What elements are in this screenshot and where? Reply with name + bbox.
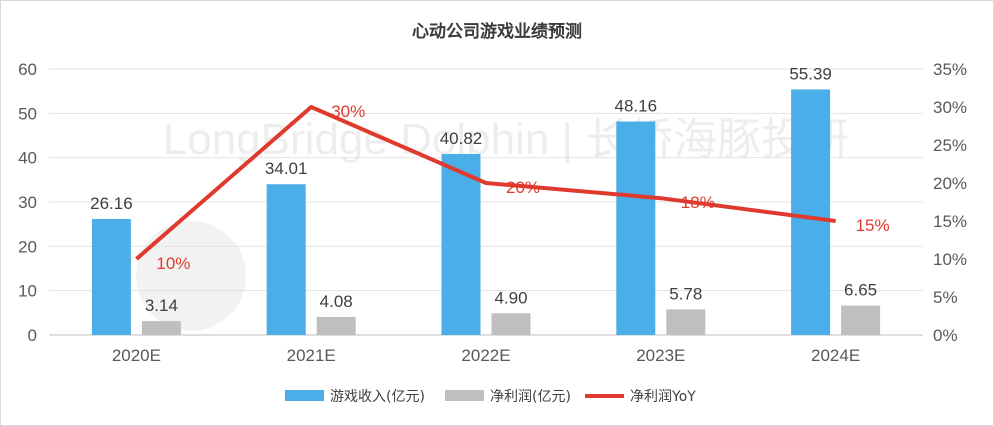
x-axis-tick: 2024E bbox=[811, 346, 860, 365]
x-axis-tick: 2020E bbox=[112, 346, 161, 365]
bar-value-label: 26.16 bbox=[90, 194, 133, 213]
yoy-value-label: 15% bbox=[856, 216, 890, 235]
bar-value-label: 34.01 bbox=[265, 159, 308, 178]
legend: 游戏收入(亿元) 净利润(亿元) 净利润YoY bbox=[285, 389, 696, 405]
legend-item: 净利润(亿元) bbox=[445, 389, 571, 405]
legend-label: 游戏收入(亿元) bbox=[330, 389, 425, 405]
gridlines bbox=[49, 68, 923, 336]
left-axis-tick: 40 bbox=[18, 149, 37, 168]
watermark: LongBridge Dolphin | 长桥海豚投研 bbox=[136, 115, 849, 331]
left-axis-tick: 0 bbox=[28, 326, 37, 345]
right-axis-tick: 30% bbox=[933, 98, 967, 117]
left-axis-tick: 60 bbox=[18, 60, 37, 79]
bar-value-label: 6.65 bbox=[844, 281, 877, 300]
bar-revenue bbox=[441, 154, 481, 335]
right-axis-tick: 15% bbox=[933, 212, 967, 231]
bar-revenue bbox=[791, 89, 831, 335]
bar-value-label: 4.08 bbox=[320, 292, 353, 311]
left-axis-tick: 30 bbox=[18, 193, 37, 212]
bar-revenue bbox=[91, 219, 131, 335]
bar-profit bbox=[841, 305, 881, 335]
left-axis-tick: 10 bbox=[18, 282, 37, 301]
right-axis-tick: 20% bbox=[933, 174, 967, 193]
watermark-logo bbox=[136, 221, 246, 331]
right-axis-tick: 10% bbox=[933, 250, 967, 269]
right-axis-tick: 0% bbox=[933, 326, 958, 345]
bars: 26.16 34.01 40.82 48.16 55.39 3.14 4.08 4.90 5.7… bbox=[90, 64, 881, 336]
legend-label: 净利润YoY bbox=[630, 389, 696, 405]
yoy-value-label: 18% bbox=[681, 193, 715, 212]
yoy-value-label: 10% bbox=[156, 254, 190, 273]
chart-title: 心动公司游戏业绩预测 bbox=[412, 21, 582, 42]
bar-value-label: 5.78 bbox=[669, 284, 702, 303]
x-axis-tick: 2022E bbox=[461, 346, 510, 365]
bar-profit bbox=[666, 309, 706, 335]
bar-value-label: 3.14 bbox=[145, 296, 178, 315]
legend-item: 净利润YoY bbox=[585, 389, 696, 405]
bar-profit bbox=[316, 316, 356, 335]
x-axis-tick: 2023E bbox=[636, 346, 685, 365]
legend-swatch bbox=[285, 390, 324, 401]
bar-value-label: 40.82 bbox=[440, 129, 483, 148]
right-axis: 0% 5% 10% 15% 20% 25% 30% 35% bbox=[933, 60, 967, 345]
bar-profit bbox=[491, 313, 531, 335]
left-axis-tick: 20 bbox=[18, 237, 37, 256]
legend-item: 游戏收入(亿元) bbox=[285, 389, 425, 405]
legend-label: 净利润(亿元) bbox=[490, 389, 571, 405]
watermark-text: LongBridge Dolphin | 长桥海豚投研 bbox=[163, 115, 849, 164]
yoy-value-label: 20% bbox=[506, 178, 540, 197]
right-axis-tick: 25% bbox=[933, 136, 967, 155]
right-axis-tick: 35% bbox=[933, 60, 967, 79]
bar-profit bbox=[141, 321, 181, 335]
legend-swatch bbox=[445, 390, 484, 401]
bar-revenue bbox=[266, 184, 306, 335]
bar-value-label: 4.90 bbox=[494, 288, 527, 307]
x-axis-tick: 2021E bbox=[287, 346, 336, 365]
yoy-line-path bbox=[135, 105, 836, 261]
left-axis: 0 10 20 30 40 50 60 bbox=[18, 60, 37, 345]
x-axis: 2020E 2021E 2022E 2023E 2024E bbox=[112, 346, 860, 365]
yoy-value-label: 30% bbox=[331, 102, 365, 121]
bar-value-label: 48.16 bbox=[615, 96, 658, 115]
left-axis-tick: 50 bbox=[18, 104, 37, 123]
bar-revenue bbox=[616, 121, 656, 336]
right-axis-tick: 5% bbox=[933, 288, 958, 307]
bar-value-label: 55.39 bbox=[789, 64, 832, 83]
yoy-line: 10% 30% 20% 18% 15% bbox=[135, 102, 890, 273]
